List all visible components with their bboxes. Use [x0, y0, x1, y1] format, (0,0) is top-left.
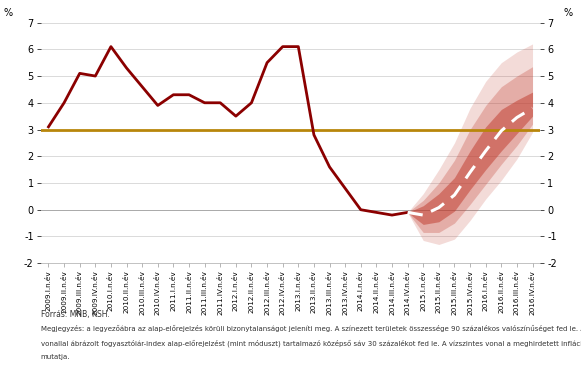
Text: vonallal ábrázolt fogyasztóiár-index alap-előrejelzést (mint móduszt) tartalmazó: vonallal ábrázolt fogyasztóiár-index ala…: [41, 340, 581, 347]
Text: %: %: [3, 8, 13, 18]
Text: %: %: [563, 8, 572, 18]
Text: mutatja.: mutatja.: [41, 354, 70, 360]
Text: Megjegyzés: a legyezőábra az alap-előrejelzés körüli bizonytalanságot jeleníti m: Megjegyzés: a legyezőábra az alap-előrej…: [41, 325, 581, 332]
Text: Forrás: MNB, KSH.: Forrás: MNB, KSH.: [41, 310, 109, 319]
